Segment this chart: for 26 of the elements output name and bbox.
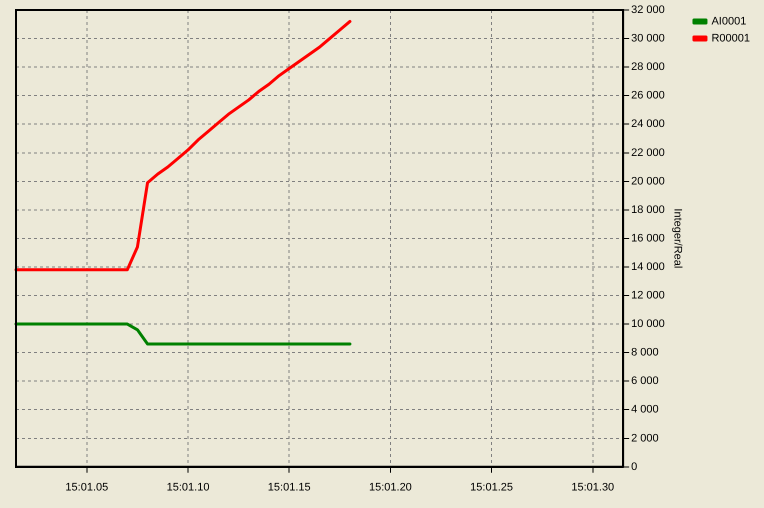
y-axis-title: Integer/Real [671, 208, 684, 268]
y-tick-label: 26 000 [631, 90, 665, 102]
y-tick-label: 20 000 [631, 175, 665, 188]
y-tick-label: 6 000 [631, 375, 659, 388]
y-tick-label: 28 000 [631, 61, 665, 74]
y-tick-label: 22 000 [631, 146, 665, 159]
y-tick-label: 0 [631, 460, 638, 473]
y-tick-label: 2 000 [631, 432, 659, 444]
legend-label: AI0001 [711, 16, 746, 28]
x-tick-label: 15:01.10 [166, 481, 210, 494]
y-tick-label: 14 000 [631, 260, 665, 273]
x-tick-label: 15:01.25 [470, 481, 513, 494]
y-tick-label: 16 000 [631, 232, 665, 244]
y-tick-label: 8 000 [631, 346, 659, 359]
legend-label: R00001 [711, 32, 750, 45]
x-tick-label: 15:01.30 [571, 481, 614, 494]
x-tick-label: 15:01.20 [368, 481, 412, 494]
x-tick-label: 15:01.15 [268, 481, 311, 494]
y-tick-label: 10 000 [631, 318, 665, 330]
y-tick-label: 18 000 [631, 204, 665, 216]
y-tick-label: 4 000 [631, 404, 659, 416]
y-tick-label: 30 000 [631, 32, 665, 45]
y-tick-label: 12 000 [631, 290, 665, 302]
y-tick-label: 24 000 [631, 118, 665, 130]
y-tick-label: 32 000 [631, 4, 665, 16]
x-tick-label: 15:01.05 [65, 481, 108, 494]
